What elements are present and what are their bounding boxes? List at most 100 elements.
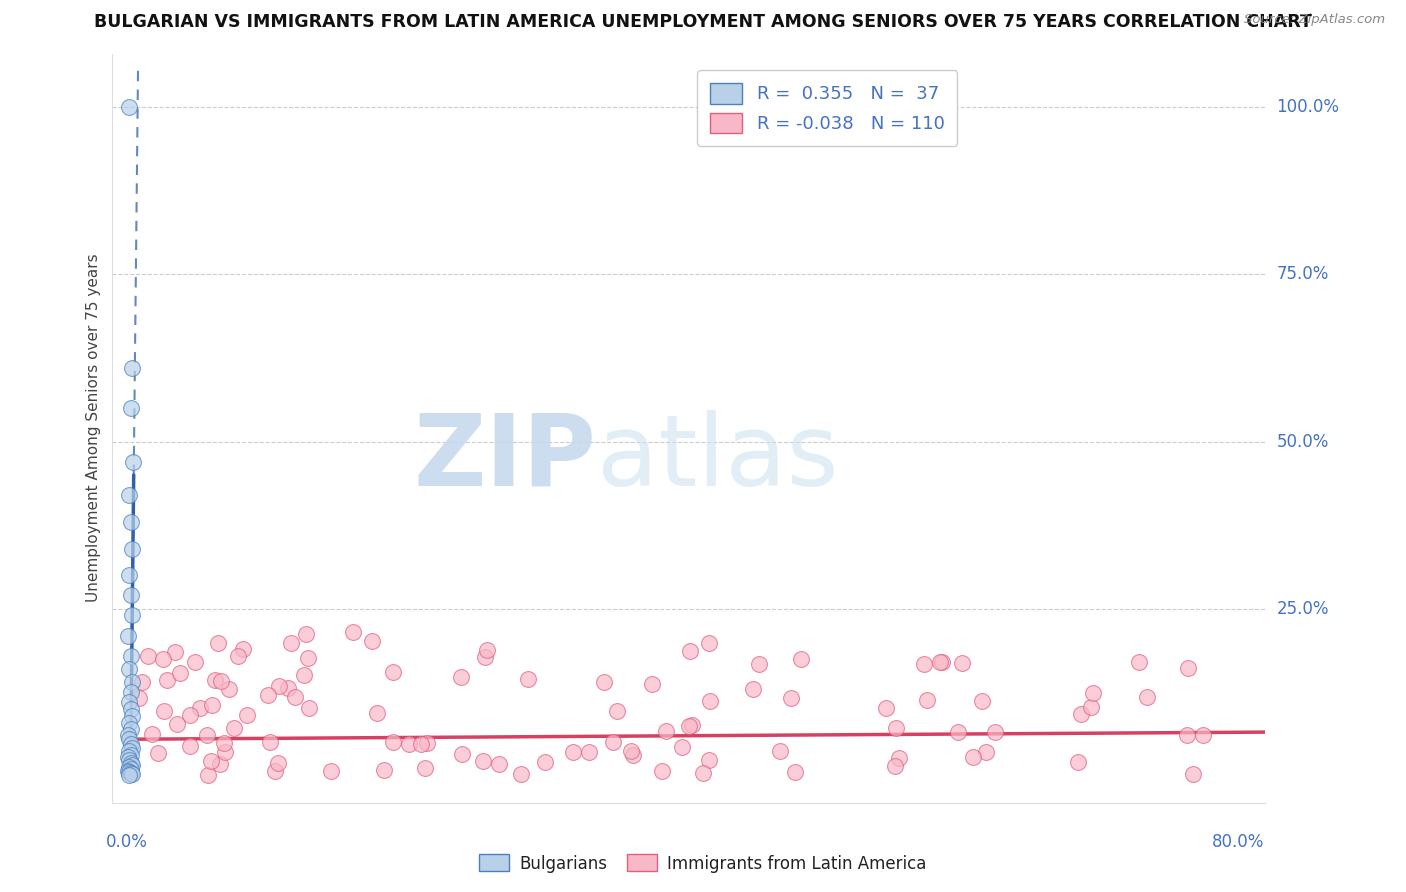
Point	[681, 717, 703, 731]
Point	[218, 682, 240, 697]
Point	[1192, 728, 1215, 742]
Point	[118, 715, 141, 730]
Point	[121, 757, 143, 772]
Point	[1066, 755, 1088, 769]
Point	[121, 675, 143, 690]
Point	[188, 701, 211, 715]
Point	[183, 655, 205, 669]
Point	[373, 764, 395, 778]
Point	[120, 648, 142, 663]
Text: Source: ZipAtlas.com: Source: ZipAtlas.com	[1244, 13, 1385, 27]
Point	[120, 589, 142, 603]
Point	[962, 750, 984, 764]
Text: ZIP: ZIP	[413, 409, 596, 507]
Point	[606, 704, 628, 718]
Text: atlas: atlas	[596, 409, 838, 507]
Point	[118, 568, 141, 582]
Point	[475, 643, 498, 657]
Text: 50.0%: 50.0%	[1277, 433, 1329, 450]
Point	[976, 745, 998, 759]
Point	[121, 608, 143, 623]
Point	[697, 636, 720, 650]
Point	[200, 754, 222, 768]
Point	[118, 765, 141, 780]
Point	[201, 698, 224, 713]
Point	[117, 764, 139, 778]
Point	[1177, 661, 1199, 675]
Point	[1182, 767, 1205, 781]
Point	[163, 645, 186, 659]
Point	[950, 657, 973, 671]
Point	[117, 750, 139, 764]
Point	[411, 737, 433, 751]
Point	[120, 401, 142, 416]
Point	[654, 723, 676, 738]
Point	[488, 757, 510, 772]
Point	[366, 706, 388, 720]
Point	[118, 760, 141, 774]
Text: 100.0%: 100.0%	[1277, 98, 1340, 116]
Point	[118, 744, 141, 758]
Point	[118, 696, 141, 710]
Point	[232, 641, 254, 656]
Point	[692, 766, 714, 780]
Point	[267, 756, 290, 770]
Point	[915, 692, 938, 706]
Point	[156, 673, 179, 687]
Point	[122, 455, 145, 469]
Point	[118, 100, 141, 114]
Point	[148, 746, 170, 760]
Point	[342, 625, 364, 640]
Legend: R =  0.355   N =  37, R = -0.038   N = 110: R = 0.355 N = 37, R = -0.038 N = 110	[697, 70, 957, 146]
Point	[298, 701, 321, 715]
Point	[620, 744, 643, 758]
Point	[120, 737, 142, 751]
Point	[516, 672, 538, 686]
Point	[678, 719, 700, 733]
Point	[195, 728, 218, 742]
Point	[179, 739, 201, 754]
Point	[121, 740, 143, 755]
Point	[294, 627, 316, 641]
Point	[1136, 690, 1159, 705]
Point	[120, 702, 142, 716]
Point	[451, 747, 474, 761]
Point	[153, 704, 176, 718]
Point	[204, 673, 226, 688]
Point	[640, 677, 662, 691]
Text: 25.0%: 25.0%	[1277, 599, 1329, 618]
Point	[931, 655, 953, 669]
Point	[889, 751, 911, 765]
Point	[292, 668, 315, 682]
Point	[209, 757, 232, 772]
Point	[970, 694, 993, 708]
Point	[679, 644, 702, 658]
Point	[875, 701, 897, 715]
Point	[120, 766, 142, 780]
Point	[946, 724, 969, 739]
Point	[169, 666, 191, 681]
Point	[128, 691, 150, 706]
Point	[214, 745, 236, 759]
Point	[259, 735, 281, 749]
Point	[120, 762, 142, 776]
Point	[983, 725, 1005, 739]
Point	[228, 648, 250, 663]
Point	[699, 693, 721, 707]
Point	[197, 768, 219, 782]
Point	[207, 635, 229, 649]
Point	[118, 767, 141, 781]
Text: 75.0%: 75.0%	[1277, 265, 1329, 284]
Point	[360, 633, 382, 648]
Point	[742, 681, 765, 696]
Point	[697, 753, 720, 767]
Text: 0.0%: 0.0%	[105, 833, 148, 851]
Point	[236, 708, 259, 723]
Point	[166, 717, 188, 731]
Point	[121, 708, 143, 723]
Point	[929, 655, 952, 669]
Point	[120, 723, 142, 737]
Point	[748, 657, 770, 671]
Point	[474, 649, 496, 664]
Point	[510, 767, 533, 781]
